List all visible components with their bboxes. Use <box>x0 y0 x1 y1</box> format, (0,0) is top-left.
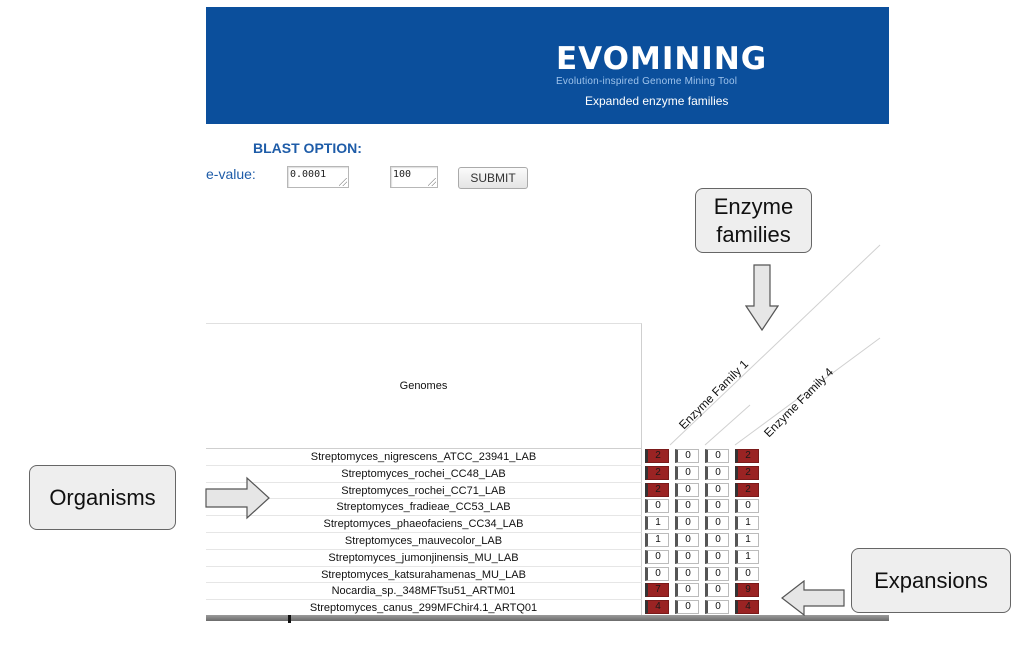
count-cell: 0 <box>645 499 669 514</box>
evalue-label: e-value: <box>206 166 256 182</box>
organism-row: Streptomyces_nigrescens_ATCC_23941_LAB <box>206 449 642 466</box>
organism-row: Streptomyces_rochei_CC48_LAB <box>206 465 642 483</box>
count-cell: 0 <box>705 449 729 463</box>
callout-enzyme-families-text: Enzyme families <box>713 194 794 247</box>
callout-organisms-text: Organisms <box>49 484 156 510</box>
count-cell: 0 <box>705 499 729 514</box>
count-cell: 0 <box>705 532 729 547</box>
count-cell: 0 <box>675 482 699 497</box>
count-cell: 0 <box>675 465 699 480</box>
count-cell: 0 <box>735 499 759 514</box>
scroll-marker <box>288 615 291 623</box>
count-cell: 0 <box>645 549 669 564</box>
submit-button[interactable]: SUBMIT <box>458 167 528 189</box>
count-cell: 0 <box>675 583 699 598</box>
count-cell: 0 <box>675 566 699 581</box>
organism-row: Streptomyces_katsurahamenas_MU_LAB <box>206 566 642 584</box>
callout-organisms: Organisms <box>29 465 176 530</box>
count-cell: 1 <box>735 516 759 531</box>
count-cell: 1 <box>735 549 759 564</box>
count-cell: 0 <box>705 600 729 615</box>
count-cell: 0 <box>675 532 699 547</box>
count-cell: 0 <box>705 566 729 581</box>
second-threshold-input[interactable]: 100 <box>390 166 438 188</box>
organism-row: Streptomyces_rochei_CC71_LAB <box>206 482 642 500</box>
organism-row: Streptomyces_jumonjinensis_MU_LAB <box>206 549 642 567</box>
count-cell: 0 <box>705 516 729 531</box>
count-cell: 0 <box>705 465 729 480</box>
expansion-cell: 2 <box>735 449 759 463</box>
count-cell: 0 <box>645 566 669 581</box>
family-header-guides <box>669 244 881 446</box>
count-cell: 0 <box>735 566 759 581</box>
expansion-cell: 2 <box>735 482 759 497</box>
organism-row: Nocardia_sp._348MFTsu51_ARTM01 <box>206 583 642 601</box>
expansion-cell: 2 <box>645 449 669 463</box>
expansion-cell: 4 <box>645 600 669 615</box>
genomes-header-label: Genomes <box>399 380 448 392</box>
count-cell: 1 <box>645 532 669 547</box>
organism-list: Streptomyces_nigrescens_ATCC_23941_LAB S… <box>206 448 642 617</box>
expansion-cell: 2 <box>735 465 759 480</box>
app-tagline: Evolution-inspired Genome Mining Tool <box>556 76 738 87</box>
page-subtitle: Expanded enzyme families <box>585 94 729 108</box>
expansion-cell: 2 <box>645 482 669 497</box>
guide-line-1 <box>669 244 881 446</box>
count-cell: 0 <box>705 482 729 497</box>
count-cell: 0 <box>705 583 729 598</box>
expansion-cell: 7 <box>645 583 669 598</box>
expansion-cell: 9 <box>735 583 759 598</box>
evalue-input[interactable]: 0.0001 <box>287 166 349 188</box>
guide-line-2 <box>704 404 751 446</box>
count-cell: 0 <box>675 499 699 514</box>
expansion-cell: 4 <box>735 600 759 615</box>
count-cell: 1 <box>735 532 759 547</box>
down-arrow-icon <box>745 264 779 332</box>
organism-row: Streptomyces_phaeofaciens_CC34_LAB <box>206 516 642 533</box>
organism-row: Streptomyces_mauvecolor_LAB <box>206 532 642 550</box>
callout-expansions-text: Expansions <box>874 567 988 593</box>
right-arrow-icon <box>205 476 270 520</box>
blast-option-heading: BLAST OPTION: <box>253 140 362 156</box>
expansion-cell: 2 <box>645 465 669 480</box>
callout-enzyme-families: Enzyme families <box>695 188 812 253</box>
count-cell: 0 <box>675 516 699 531</box>
count-cell: 0 <box>705 549 729 564</box>
count-cell: 0 <box>675 549 699 564</box>
count-cell: 0 <box>675 600 699 615</box>
organism-row: Streptomyces_fradieae_CC53_LAB <box>206 499 642 517</box>
callout-expansions: Expansions <box>851 548 1011 613</box>
genomes-column-header: Genomes <box>206 323 642 448</box>
bottom-scrollbar[interactable] <box>206 615 889 621</box>
header-banner: EVOMINING Evolution-inspired Genome Mini… <box>206 7 889 124</box>
guide-line-3 <box>734 337 881 446</box>
count-cell: 1 <box>645 516 669 531</box>
count-cell: 0 <box>675 449 699 463</box>
app-logo: EVOMINING <box>556 41 768 77</box>
left-arrow-icon <box>781 580 845 616</box>
